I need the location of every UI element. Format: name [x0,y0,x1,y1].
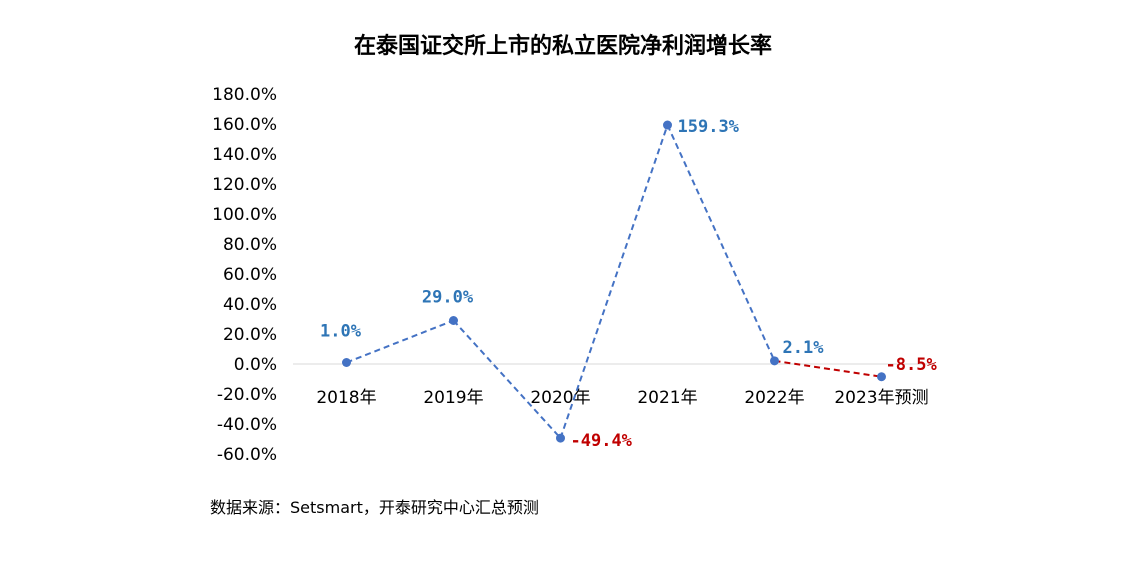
data-label: -8.5% [886,355,938,375]
data-point [556,433,565,443]
x-tick-label: 2022年 [744,388,804,408]
x-axis: 2018年 2019年 2020年 2021年 2022年 2023年预测 [293,363,935,408]
x-tick-label: 2023年预测 [834,388,928,408]
data-point [877,372,886,382]
y-tick-label: 140.0% [212,145,277,165]
source-note: 数据来源：Setsmart，开泰研究中心汇总预测 [210,498,539,517]
line-segment [666,124,776,362]
y-tick-label: 160.0% [212,115,277,135]
x-tick-label: 2021年 [637,388,697,408]
line-segment [346,319,454,364]
line-segment [559,124,669,439]
data-label: 2.1% [783,338,825,358]
y-tick-label: 0.0% [234,355,277,375]
data-label: 159.3% [678,117,740,137]
chart-title: 在泰国证交所上市的私立医院净利润增长率 [353,34,772,59]
y-tick-label: -40.0% [217,415,277,435]
series [342,120,886,443]
forecast-line-segment [774,359,882,378]
x-tick-label: 2018年 [316,388,376,408]
data-label: 1.0% [320,322,362,342]
y-tick-label: 120.0% [212,175,277,195]
data-point [663,120,672,130]
x-tick-label: 2020年 [530,388,590,408]
y-tick-label: 40.0% [223,295,277,315]
x-tick-label: 2019年 [423,388,483,408]
y-tick-label: 60.0% [223,265,277,285]
data-labels: 1.0% 29.0% -49.4% 159.3% 2.1% -8.5% [320,117,937,451]
data-point [770,356,779,366]
y-tick-label: 20.0% [223,325,277,345]
y-tick-label: 180.0% [212,85,277,105]
data-point [449,316,458,325]
y-tick-label: -20.0% [217,385,277,405]
data-label: 29.0% [422,288,474,308]
line-segment [452,319,562,439]
y-tick-label: 80.0% [223,235,277,255]
y-tick-label: -60.0% [217,445,277,465]
y-axis: -60.0% -40.0% -20.0% 0.0% 20.0% 40.0% 60.0% 80.… [212,85,277,465]
data-point [342,358,351,367]
data-label: -49.4% [571,431,633,451]
y-tick-label: 100.0% [212,205,277,225]
